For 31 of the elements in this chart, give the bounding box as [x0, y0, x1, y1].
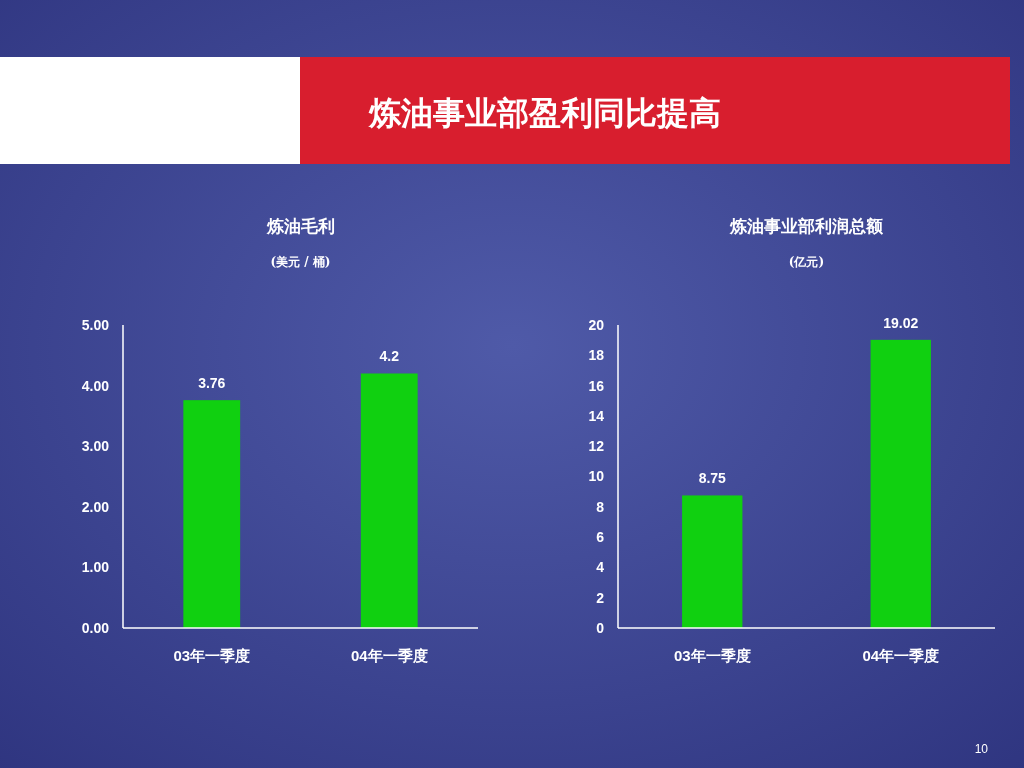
x-tick-label: 04年一季度	[862, 647, 940, 664]
x-tick-label: 04年一季度	[350, 647, 428, 664]
text: 10	[974, 742, 989, 756]
data-label: 4.2	[379, 348, 400, 365]
y-tick-label: 0.00	[81, 619, 110, 636]
chart-title: 炼油事业部利润总额	[729, 216, 884, 236]
y-tick-label: 18	[588, 347, 605, 364]
y-tick-label: 1.00	[81, 559, 110, 576]
y-tick-label: 16	[588, 377, 605, 394]
text: 炼油事业部盈利同比提高	[368, 94, 721, 132]
y-tick-label: 14	[588, 407, 605, 424]
data-label: 8.75	[698, 470, 727, 487]
y-tick-label: 2	[596, 589, 605, 606]
y-tick-label: 3.00	[81, 438, 110, 455]
y-tick-label: 4.00	[81, 377, 110, 394]
chart-title: 炼油毛利	[265, 216, 335, 236]
x-tick-label: 03年一季度	[173, 647, 251, 664]
y-tick-label: 0	[596, 619, 605, 636]
y-tick-label: 20	[588, 316, 605, 333]
chart-subtitle: (美元 / 桶)	[270, 255, 331, 269]
y-tick-label: 6	[596, 529, 605, 545]
chart-subtitle: (亿元)	[788, 255, 825, 269]
y-tick-label: 10	[588, 468, 605, 485]
data-label: 3.76	[198, 375, 226, 392]
y-tick-label: 4	[596, 559, 605, 576]
y-tick-label: 2.00	[81, 498, 110, 515]
x-tick-label: 03年一季度	[673, 647, 751, 664]
y-tick-label: 8	[596, 498, 605, 515]
data-label: 19.02	[883, 314, 919, 331]
y-tick-label: 5.00	[81, 316, 110, 333]
y-tick-label: 12	[588, 438, 605, 455]
